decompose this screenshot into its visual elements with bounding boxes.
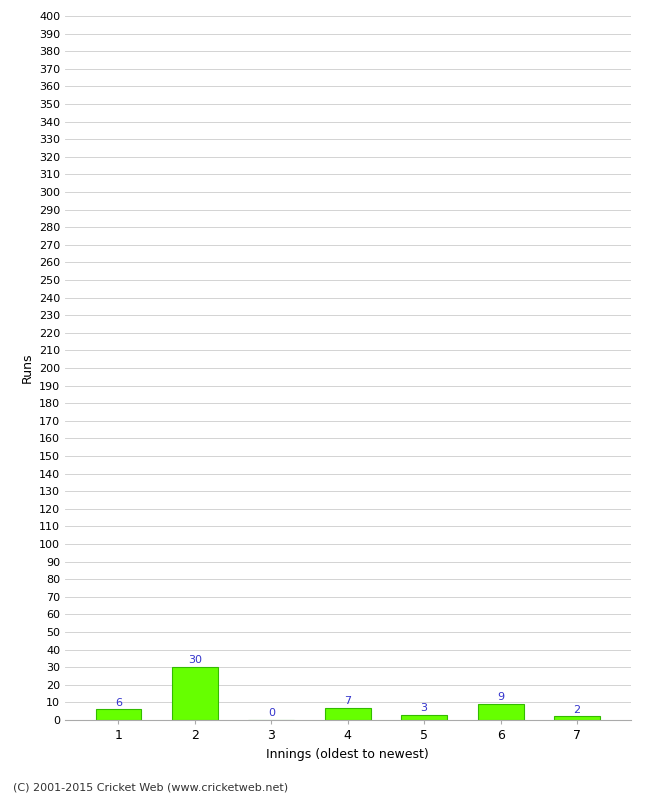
Bar <box>325 708 370 720</box>
Text: 7: 7 <box>344 696 351 706</box>
Bar <box>401 714 447 720</box>
Text: 2: 2 <box>573 705 580 714</box>
Bar <box>554 717 600 720</box>
Text: 9: 9 <box>497 692 504 702</box>
Text: 0: 0 <box>268 708 275 718</box>
Text: 6: 6 <box>115 698 122 708</box>
Bar <box>478 704 523 720</box>
Y-axis label: Runs: Runs <box>20 353 33 383</box>
X-axis label: Innings (oldest to newest): Innings (oldest to newest) <box>266 747 429 761</box>
Bar <box>96 710 142 720</box>
Text: 30: 30 <box>188 655 202 666</box>
Text: 3: 3 <box>421 703 428 713</box>
Text: (C) 2001-2015 Cricket Web (www.cricketweb.net): (C) 2001-2015 Cricket Web (www.cricketwe… <box>13 782 288 792</box>
Bar <box>172 667 218 720</box>
